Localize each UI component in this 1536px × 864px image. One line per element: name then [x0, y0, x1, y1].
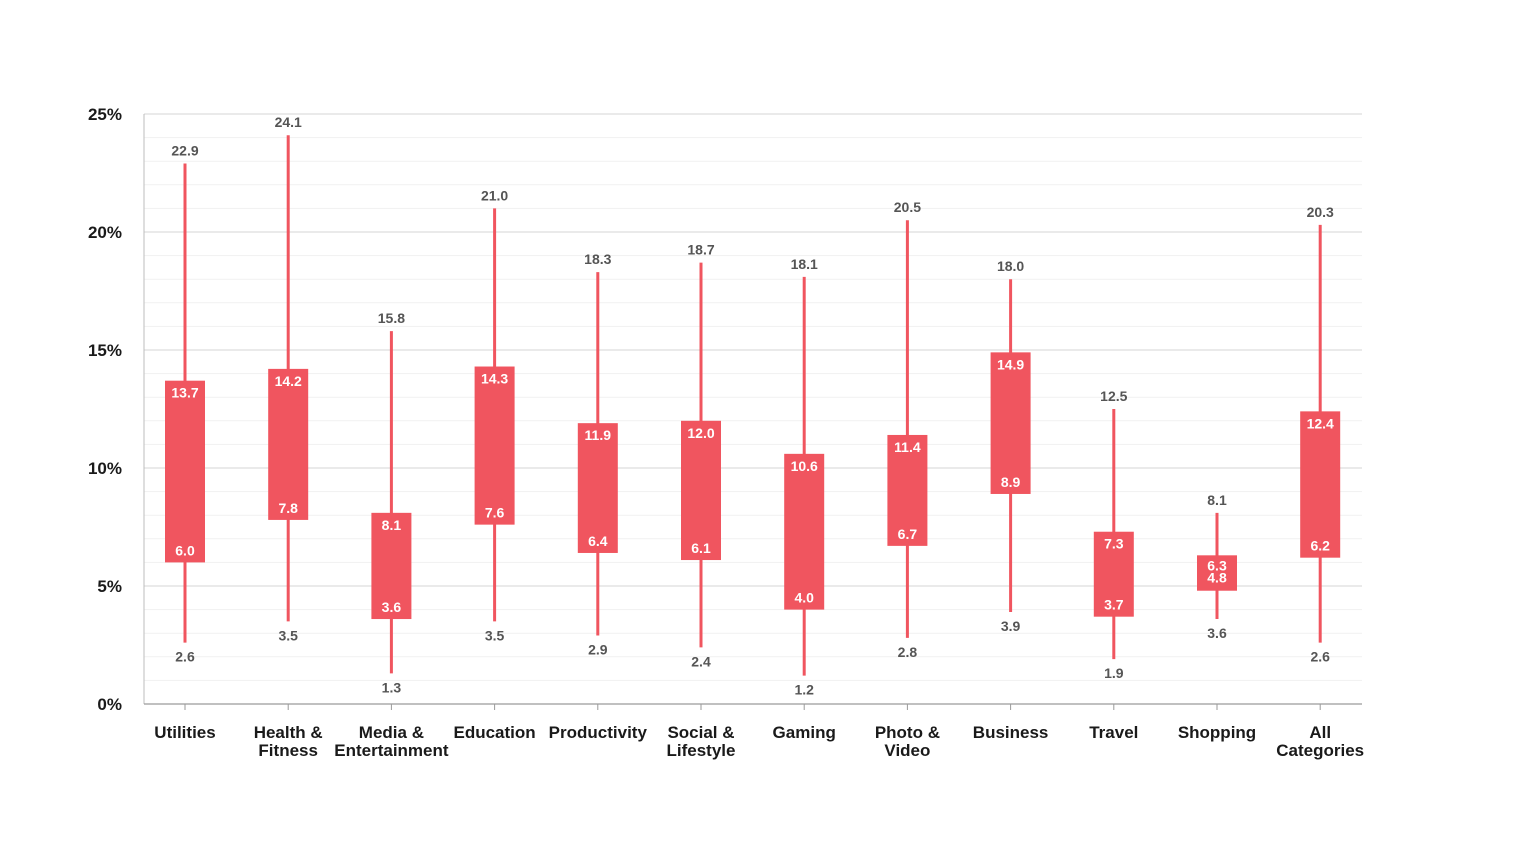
min-label: 1.3 [382, 679, 402, 695]
max-label: 18.1 [791, 256, 818, 272]
q1-label: 6.2 [1310, 538, 1330, 554]
box-item [577, 272, 618, 636]
x-category-label: Education [454, 723, 536, 742]
min-label: 3.6 [1207, 625, 1227, 641]
max-label: 24.1 [275, 114, 302, 130]
q1-label: 3.7 [1104, 597, 1124, 613]
max-label: 18.7 [687, 242, 714, 258]
y-tick-label: 20% [88, 223, 122, 242]
box-item [371, 331, 412, 674]
max-label: 20.3 [1307, 204, 1334, 220]
min-label: 2.4 [691, 653, 711, 669]
min-label: 3.9 [1001, 618, 1021, 634]
box-item [1197, 512, 1237, 620]
q3-label: 11.9 [585, 427, 612, 443]
label-layer: 22.9 2.6 13.7 6.0 24.1 3.5 14.2 7.8 15.8 1.3 8.1 3.… [171, 114, 1334, 697]
min-label: 2.6 [175, 649, 195, 665]
box-item [165, 163, 205, 643]
x-category-label: All Categories [1276, 723, 1364, 760]
box-item [990, 279, 1031, 612]
x-category-label: Gaming [773, 723, 836, 742]
q1-label: 7.8 [278, 500, 298, 516]
box-item [474, 208, 515, 622]
x-category-label: Shopping [1178, 723, 1256, 742]
q3-label: 8.1 [382, 517, 402, 533]
q3-label: 14.2 [275, 373, 302, 389]
x-category-label: Productivity [549, 723, 648, 742]
max-label: 18.3 [584, 251, 611, 267]
q3-label: 13.7 [171, 385, 198, 401]
x-category-label: Media & Entertainment [334, 723, 449, 760]
max-label: 8.1 [1207, 492, 1227, 508]
box-rect [990, 352, 1031, 494]
box-item [268, 135, 309, 622]
q1-label: 6.1 [691, 540, 711, 556]
box-rect [1093, 531, 1134, 617]
q1-label: 6.0 [175, 542, 195, 558]
x-category-label: Photo & Video [875, 723, 940, 760]
x-category-label: Business [973, 723, 1049, 742]
y-tick-label: 25% [88, 105, 122, 124]
min-label: 2.6 [1310, 649, 1330, 665]
grid-layer [144, 113, 1362, 681]
y-tick-label: 5% [97, 577, 122, 596]
q3-label: 7.3 [1104, 536, 1124, 552]
min-label: 3.5 [278, 627, 298, 643]
q3-label: 11.4 [894, 439, 921, 455]
max-label: 21.0 [481, 187, 508, 203]
axis-layer: 0% 5% 10% 15% 20% 25% Utilities Health & Fitness… [88, 105, 1364, 760]
box-rect [887, 434, 928, 546]
box-rect [165, 380, 205, 563]
y-tick-label: 0% [97, 695, 122, 714]
box-item [1300, 224, 1341, 643]
box-rect [577, 423, 618, 553]
max-label: 15.8 [378, 310, 405, 326]
box-layer [165, 135, 1341, 676]
box-rect [784, 453, 825, 610]
max-label: 18.0 [997, 258, 1024, 274]
q1-label: 7.6 [485, 505, 505, 521]
box-rect [371, 512, 412, 620]
box-item [1093, 409, 1134, 660]
min-label: 3.5 [485, 627, 505, 643]
q1-label: 4.8 [1207, 569, 1227, 585]
q1-label: 3.6 [382, 599, 402, 615]
x-category-label: Social & Lifestyle [667, 723, 736, 760]
y-tick-label: 10% [88, 459, 122, 478]
box-rect [1300, 411, 1341, 558]
q3-label: 14.3 [481, 371, 508, 387]
y-tick-label: 15% [88, 341, 122, 360]
q1-label: 6.7 [898, 526, 918, 542]
q3-label: 14.9 [997, 356, 1024, 372]
box-rect [474, 366, 515, 525]
q3-label: 10.6 [791, 458, 818, 474]
q3-label: 12.0 [687, 425, 714, 441]
q1-label: 6.4 [588, 533, 608, 549]
box-rect [681, 420, 721, 561]
q3-label: 6.3 [1207, 557, 1227, 573]
min-label: 2.8 [898, 644, 918, 660]
q1-label: 4.0 [794, 590, 814, 606]
q3-label: 12.4 [1307, 415, 1334, 431]
box-rect [268, 368, 309, 520]
max-label: 20.5 [894, 199, 921, 215]
box-item [784, 276, 825, 676]
x-category-label: Utilities [154, 723, 215, 742]
box-item [887, 220, 928, 638]
box-item [681, 262, 721, 648]
max-label: 22.9 [171, 143, 198, 159]
x-category-label: Travel [1089, 723, 1138, 742]
q1-label: 8.9 [1001, 474, 1021, 490]
max-label: 12.5 [1100, 388, 1127, 404]
min-label: 2.9 [588, 642, 608, 658]
min-label: 1.9 [1104, 665, 1124, 681]
box-rect [1197, 555, 1237, 591]
x-category-label: Health & Fitness [254, 723, 323, 760]
min-label: 1.2 [794, 682, 814, 698]
